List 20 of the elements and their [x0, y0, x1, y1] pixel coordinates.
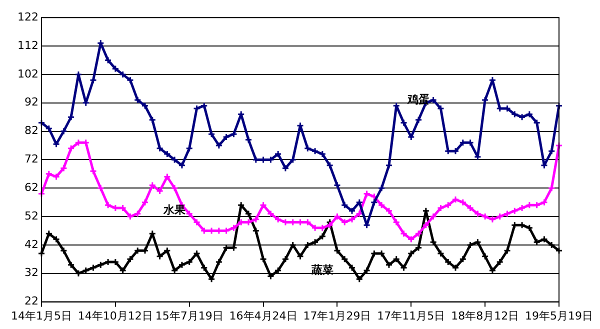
- y-tick-label: 102: [17, 67, 38, 80]
- x-tick-label: 16年4月24日: [229, 309, 298, 322]
- y-tick-label: 22: [24, 294, 38, 308]
- x-tick-label: 19年5月19日: [525, 309, 594, 322]
- y-tick-label: 32: [24, 266, 38, 280]
- y-tick-label: 62: [24, 180, 38, 194]
- x-tick-label: 14年1月5日: [10, 309, 72, 322]
- x-tick-label: 18年8月12日: [451, 309, 520, 322]
- y-tick-label: 72: [24, 152, 38, 166]
- y-tick-label: 82: [24, 124, 38, 138]
- x-tick-label: 15年7月19日: [155, 309, 224, 322]
- y-tick-label: 122: [17, 10, 38, 24]
- x-tick-label: 14年10月12日: [78, 309, 153, 322]
- x-tick-label: 17年11月5日: [377, 309, 446, 322]
- y-tick-label: 42: [24, 238, 38, 251]
- y-tick-label: 52: [24, 209, 38, 222]
- y-tick-label: 112: [17, 38, 38, 52]
- y-tick-label: 92: [24, 96, 38, 109]
- series-label: 水果: [162, 204, 187, 217]
- x-tick-label: 17年1月29日: [303, 309, 372, 322]
